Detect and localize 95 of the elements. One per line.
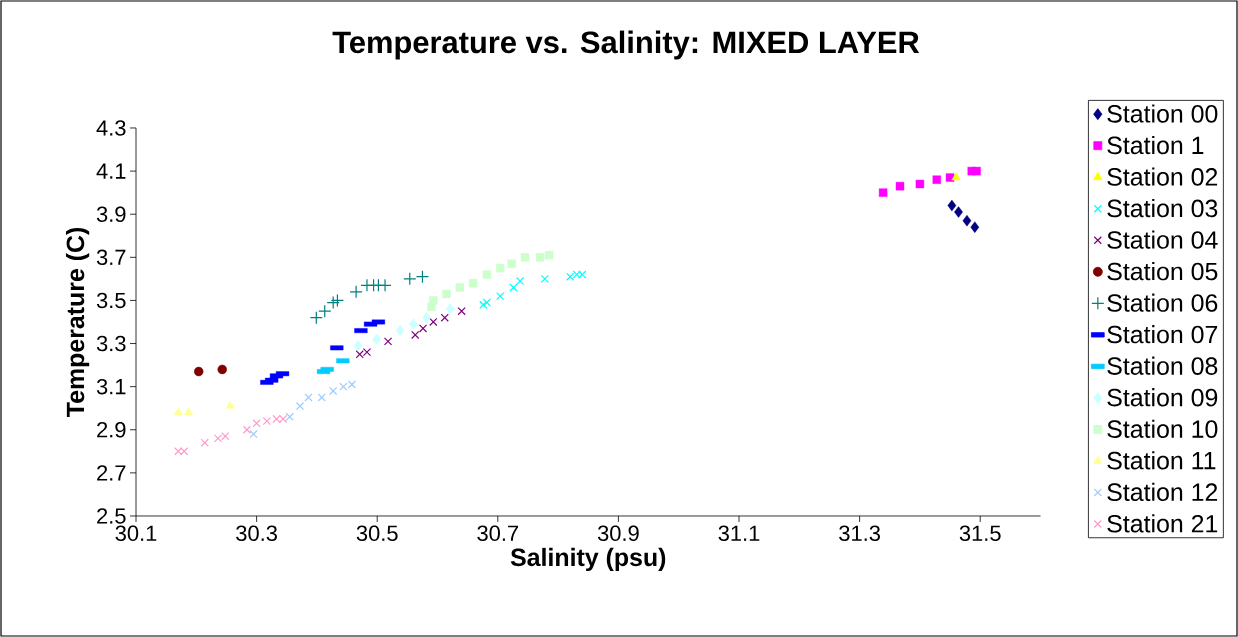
point xyxy=(482,298,492,307)
x-tick-label: 30.3 xyxy=(236,525,277,542)
point xyxy=(372,333,381,345)
point xyxy=(515,276,525,286)
point xyxy=(496,263,505,273)
point xyxy=(242,425,252,434)
point xyxy=(915,179,925,189)
point xyxy=(173,407,183,416)
point xyxy=(951,172,961,181)
point xyxy=(329,386,338,396)
point xyxy=(285,412,294,421)
point xyxy=(455,283,465,292)
y-tick-label: 3.3 xyxy=(96,335,126,352)
point xyxy=(217,364,227,375)
point xyxy=(429,296,438,305)
point xyxy=(540,274,549,284)
point xyxy=(262,417,271,426)
point xyxy=(330,293,345,308)
y-tick-label: 3.9 xyxy=(96,206,126,222)
point xyxy=(445,303,455,315)
y-tick-label: 2.7 xyxy=(97,465,126,481)
y-tick-label: 3.5 xyxy=(96,292,126,309)
point xyxy=(309,311,323,325)
legend-label: Station 05 xyxy=(1107,262,1218,281)
legend-label: Station 21 xyxy=(1107,514,1218,533)
point xyxy=(535,253,545,262)
point xyxy=(970,221,980,233)
point xyxy=(353,340,363,352)
point xyxy=(954,206,963,218)
point xyxy=(457,307,466,316)
y-axis-title: Temperature (C) xyxy=(65,228,90,417)
point xyxy=(479,300,488,309)
x-tick-label: 31.5 xyxy=(959,525,1001,542)
point xyxy=(318,304,332,318)
point xyxy=(411,330,420,340)
y-tick-label: 2.9 xyxy=(97,421,126,438)
point xyxy=(440,313,449,322)
point xyxy=(249,429,258,439)
legend-label: Station 04 xyxy=(1107,230,1218,249)
point xyxy=(304,393,313,402)
point xyxy=(932,175,941,184)
point xyxy=(544,250,554,260)
point xyxy=(403,272,417,286)
point xyxy=(378,278,392,292)
point xyxy=(442,289,451,299)
point xyxy=(509,283,518,292)
legend-label: Station 09 xyxy=(1107,388,1218,407)
x-tick-label: 30.1 xyxy=(115,525,157,542)
y-tick-label: 4.1 xyxy=(96,163,126,179)
legend-label: Station 03 xyxy=(1107,198,1218,218)
point xyxy=(429,317,438,327)
legend-label: Station 07 xyxy=(1107,325,1218,344)
x-tick-label: 31.1 xyxy=(718,525,760,542)
point xyxy=(326,295,340,310)
point xyxy=(520,253,530,262)
point xyxy=(349,285,363,299)
point xyxy=(947,199,957,212)
point xyxy=(482,270,492,279)
legend-label: Station 1 xyxy=(1107,135,1204,155)
x-tick-label: 30.7 xyxy=(477,525,519,542)
chart-title: Temperature vs. Salinity: MIXED LAYER xyxy=(332,30,920,60)
point xyxy=(415,270,430,284)
y-tick-label: 3.1 xyxy=(96,378,126,395)
legend-label: Station 11 xyxy=(1107,451,1216,470)
point xyxy=(225,400,235,409)
point xyxy=(183,407,193,416)
y-tick-label: 2.5 xyxy=(97,508,126,524)
point xyxy=(878,188,888,197)
point xyxy=(468,278,478,288)
legend-label: Station 00 xyxy=(1107,104,1218,123)
point xyxy=(252,419,261,428)
point xyxy=(409,318,418,330)
legend-label: Station 10 xyxy=(1107,419,1218,438)
point xyxy=(962,214,972,227)
point xyxy=(972,166,981,176)
point xyxy=(383,337,393,346)
point xyxy=(496,291,505,301)
point xyxy=(507,259,516,268)
x-axis-title: Salinity (psu) xyxy=(510,547,666,572)
x-tick-label: 31.3 xyxy=(839,525,880,542)
point xyxy=(194,366,204,377)
point xyxy=(295,401,305,411)
point xyxy=(317,393,326,402)
legend-label: Station 08 xyxy=(1107,356,1218,375)
y-tick-label: 4.3 xyxy=(96,120,126,136)
legend-label: Station 12 xyxy=(1107,482,1218,501)
point xyxy=(895,181,905,191)
point xyxy=(418,324,428,333)
x-tick-label: 30.5 xyxy=(356,525,398,542)
x-tick-label: 30.9 xyxy=(597,525,639,542)
legend-label: Station 06 xyxy=(1107,293,1218,312)
y-tick-label: 3.7 xyxy=(96,249,126,266)
point xyxy=(395,324,405,337)
legend-label: Station 02 xyxy=(1107,167,1218,186)
point xyxy=(200,438,209,447)
